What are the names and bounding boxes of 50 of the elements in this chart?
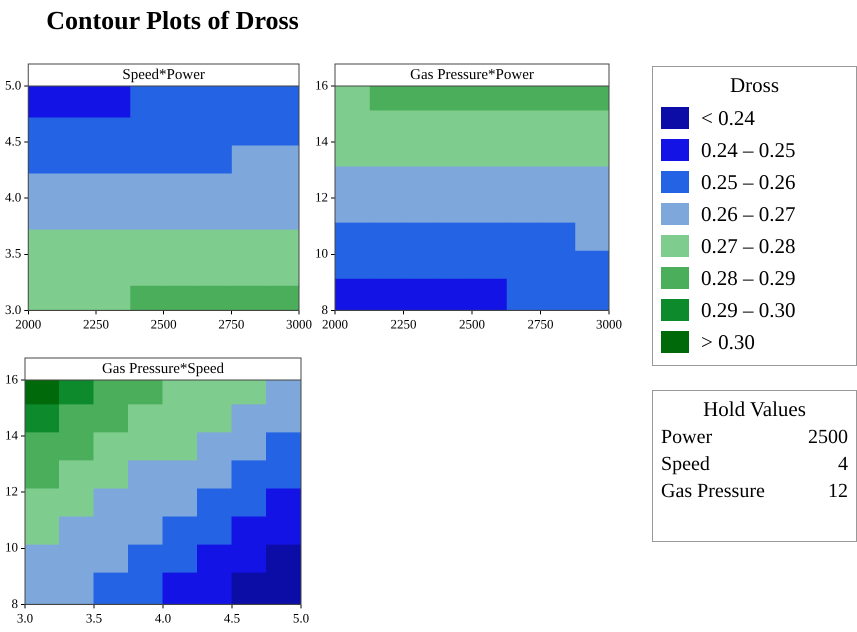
x-tick-label: 2000 <box>322 316 348 332</box>
legend-label: 0.24 – 0.25 <box>700 138 796 162</box>
legend-label: 0.27 – 0.28 <box>700 234 796 258</box>
x-tick-label: 2000 <box>15 316 42 332</box>
chart-subtitle: Speed*Power <box>122 66 205 83</box>
x-tick-label: 4.0 <box>154 610 172 626</box>
y-tick-label: 16 <box>5 371 18 386</box>
y-tick-label: 14 <box>5 428 18 443</box>
chart-subtitle: Gas Pressure*Power <box>410 66 534 83</box>
text: Power <box>661 426 714 449</box>
x-tick-label: 3.0 <box>16 610 34 626</box>
x-tick-label: 2750 <box>218 316 244 332</box>
legend-label: 0.25 – 0.26 <box>700 170 796 194</box>
text: Speed <box>661 453 711 476</box>
x-tick-label: 3000 <box>596 316 622 332</box>
legend-label: > 0.30 <box>700 330 756 354</box>
legend-label: 0.29 – 0.30 <box>700 298 796 322</box>
y-tick-label: 10 <box>5 540 18 555</box>
x-tick-label: 2500 <box>150 316 177 332</box>
y-tick-label: 12 <box>5 484 18 499</box>
y-tick-label: 14 <box>315 134 328 149</box>
x-tick-label: 2500 <box>459 316 485 332</box>
x-tick-label: 2250 <box>390 316 416 332</box>
legend-label: < 0.24 <box>700 106 756 130</box>
text: Hold Values <box>702 397 807 422</box>
x-tick-label: 3000 <box>286 316 312 332</box>
legend-title: Dross <box>728 73 780 98</box>
y-tick-label: 10 <box>315 246 328 261</box>
chart-subtitle: Gas Pressure*Speed <box>102 360 225 377</box>
text: 4 <box>837 453 848 476</box>
x-tick-label: 2750 <box>528 316 554 332</box>
y-tick-label: 3.5 <box>5 246 22 261</box>
y-tick-label: 3.0 <box>5 302 22 317</box>
y-tick-label: 8 <box>322 302 328 317</box>
x-tick-label: 5.0 <box>292 610 310 626</box>
y-tick-label: 4.0 <box>5 190 22 205</box>
y-tick-label: 4.5 <box>5 134 22 149</box>
y-tick-label: 12 <box>315 190 328 205</box>
x-tick-label: 3.5 <box>86 610 102 626</box>
text: 2500 <box>807 426 848 449</box>
x-tick-label: 2250 <box>82 316 109 332</box>
text: 12 <box>827 480 848 503</box>
y-tick-label: 16 <box>315 77 328 92</box>
chart-title: Contour Plots of Dross <box>45 6 300 36</box>
y-tick-label: 5.0 <box>5 77 22 92</box>
y-tick-label: 8 <box>12 596 18 611</box>
legend-label: 0.28 – 0.29 <box>700 266 796 290</box>
x-tick-label: 4.5 <box>224 610 240 626</box>
text: Gas Pressure <box>661 480 766 503</box>
legend-label: 0.26 – 0.27 <box>700 202 796 226</box>
